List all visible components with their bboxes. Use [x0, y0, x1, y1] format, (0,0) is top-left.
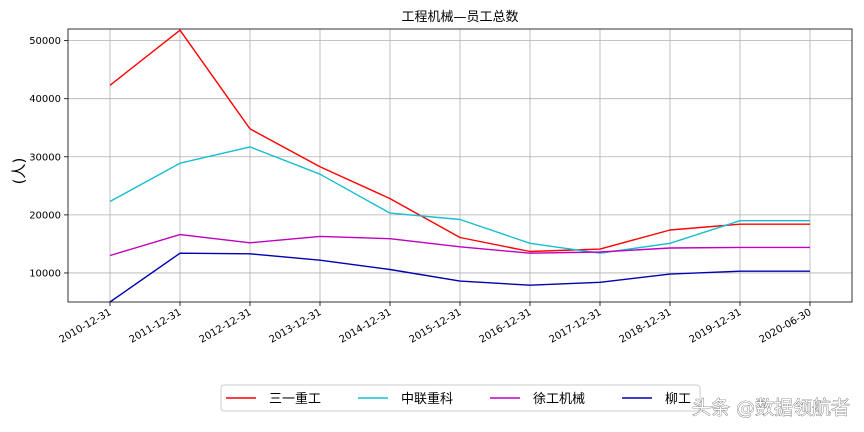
legend-label: 柳工 [665, 392, 691, 407]
x-tick-label: 2015-12-31 [408, 307, 464, 346]
y-tick-label: 50000 [29, 36, 61, 47]
x-tick-label: 2019-12-31 [688, 307, 744, 346]
series-lines [109, 29, 810, 303]
chart-title: 工程机械—员工总数 [401, 10, 518, 25]
grid [68, 29, 852, 302]
y-tick-label: 30000 [29, 152, 61, 163]
legend-label: 中联重科 [401, 391, 453, 407]
watermark-text: 头条 @数据领航者 [692, 397, 850, 419]
series-line [109, 233, 810, 257]
y-tick-label: 40000 [29, 94, 61, 105]
x-tick-label: 2020-06-30 [758, 307, 814, 346]
plot-frame [67, 28, 853, 303]
y-tick-label: 10000 [29, 268, 61, 279]
x-tick-label: 2012-12-31 [198, 307, 254, 346]
x-tick-label: 2011-12-31 [128, 307, 184, 346]
x-tick-label: 2017-12-31 [548, 307, 604, 346]
x-tick-label: 2010-12-31 [58, 307, 114, 346]
legend-label: 徐工机械 [533, 392, 585, 407]
legend: 三一重工 中联重科 徐工机械 柳工 [220, 384, 701, 412]
legend-box [220, 384, 701, 412]
series-line [109, 29, 810, 253]
y-tick-label: 20000 [29, 210, 61, 221]
y-axis-label: (人) [10, 158, 28, 185]
axes: 2010-12-31 2011-12-31 2012-12-31 2013-12-31… [29, 28, 853, 346]
x-tick-label: 2018-12-31 [618, 307, 674, 346]
series-line [109, 252, 810, 303]
legend-label: 三一重工 [269, 391, 321, 407]
x-tick-label: 2014-12-31 [338, 307, 394, 346]
x-tick-label: 2016-12-31 [478, 307, 534, 346]
x-tick-label: 2013-12-31 [268, 307, 324, 346]
series-line [109, 146, 810, 254]
